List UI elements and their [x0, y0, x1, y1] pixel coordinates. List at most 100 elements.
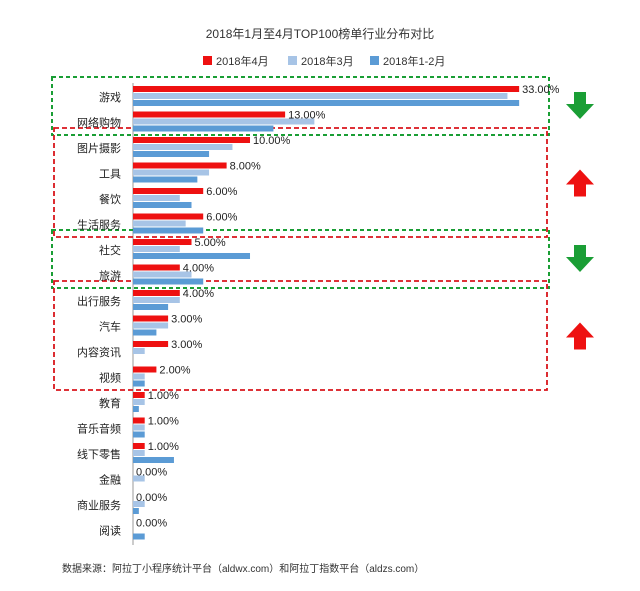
bar [133, 169, 210, 176]
data-label: 1.00% [148, 416, 179, 428]
category-label: 旅游 [99, 269, 121, 283]
data-label: 2.00% [159, 365, 190, 377]
bar [133, 304, 169, 310]
bar [133, 239, 192, 245]
legend-label: 2018年4月 [216, 54, 269, 68]
bar [133, 399, 145, 405]
group-boxes [51, 76, 550, 391]
bar [133, 195, 180, 201]
bar [133, 366, 157, 373]
bar [133, 118, 315, 125]
bar [133, 348, 145, 354]
bar [133, 501, 145, 507]
bar [133, 125, 274, 132]
bar [133, 380, 145, 387]
bar [133, 508, 139, 514]
arrow-up-icon [566, 169, 594, 197]
bar [133, 246, 180, 252]
bar [133, 431, 145, 438]
data-label: 6.00% [206, 212, 237, 224]
data-label: 33.00% [522, 84, 560, 96]
bar [133, 329, 157, 336]
data-label: 6.00% [206, 186, 237, 198]
data-label: 1.00% [148, 390, 179, 402]
bar [133, 443, 145, 449]
data-label: 3.00% [171, 339, 202, 351]
bar [133, 176, 198, 183]
bar [133, 297, 180, 303]
category-label: 商业服务 [77, 498, 121, 512]
category-label: 视频 [99, 371, 121, 385]
category-label: 网络购物 [77, 116, 121, 130]
labels: 游戏 33.00% 网络购物 13.00% 图片摄影 10.00% 工具 8.00% 餐饮 6.0… [77, 84, 560, 538]
bars [133, 86, 520, 540]
data-label: 10.00% [253, 135, 291, 147]
bar [133, 111, 286, 118]
category-label: 餐饮 [99, 192, 121, 206]
bar [133, 227, 204, 234]
bar [133, 341, 169, 347]
category-label: 游戏 [99, 91, 121, 104]
bar [133, 315, 169, 322]
bar [133, 220, 186, 227]
data-label: 0.00% [136, 518, 167, 530]
bar [133, 373, 145, 380]
data-label: 13.00% [288, 110, 326, 122]
bar [133, 93, 508, 99]
bar [133, 188, 204, 194]
group-box-up [53, 127, 548, 238]
bar [133, 450, 145, 456]
data-label: 8.00% [230, 161, 261, 173]
category-label: 汽车 [99, 320, 121, 334]
bar [133, 271, 192, 278]
data-label: 3.00% [171, 314, 202, 326]
bar [133, 406, 139, 412]
bar [133, 417, 145, 424]
chart-title: 2018年1月至4月TOP100榜单行业分布对比 [206, 26, 435, 41]
category-label: 金融 [99, 473, 121, 487]
bar [133, 213, 204, 220]
data-label: 0.00% [136, 492, 167, 504]
bar [133, 137, 251, 143]
bar [133, 202, 192, 208]
data-label: 1.00% [148, 441, 179, 453]
bar [133, 424, 145, 431]
bar [133, 475, 145, 482]
group-box-up [53, 280, 548, 391]
category-label: 内容资讯 [77, 345, 121, 359]
category-label: 音乐音频 [77, 422, 121, 436]
bar [133, 322, 169, 329]
data-label: 4.00% [183, 263, 214, 275]
legend-label: 2018年3月 [301, 54, 354, 68]
arrow-up-icon [566, 322, 594, 350]
legend-swatch [370, 56, 379, 65]
bar [133, 278, 204, 285]
trend-arrows [566, 92, 594, 350]
bar [133, 86, 520, 92]
category-label: 阅读 [99, 524, 121, 538]
bar [133, 100, 520, 106]
legend-label: 2018年1-2月 [383, 54, 445, 68]
legend-swatch [203, 56, 212, 65]
bar [133, 392, 145, 398]
group-box-down [51, 76, 550, 136]
category-label: 线下零售 [77, 447, 121, 461]
data-label: 0.00% [136, 467, 167, 479]
bar [133, 162, 227, 169]
category-label: 生活服务 [77, 218, 121, 232]
group-box-down [51, 229, 550, 289]
bar [133, 457, 174, 463]
bar [133, 533, 145, 540]
category-label: 工具 [99, 168, 121, 181]
arrow-down-icon [566, 245, 594, 272]
legend-swatch [288, 56, 297, 65]
bar [133, 151, 210, 157]
source-note: 数据来源：阿拉丁小程序统计平台（aldwx.com）和阿拉丁指数平台（aldzs… [62, 562, 424, 575]
category-label: 教育 [99, 396, 121, 410]
legend: 2018年4月 2018年3月 2018年1-2月 [203, 54, 445, 68]
data-label: 5.00% [195, 237, 226, 249]
bar [133, 264, 180, 271]
bar [133, 290, 180, 296]
category-label: 社交 [99, 243, 121, 257]
